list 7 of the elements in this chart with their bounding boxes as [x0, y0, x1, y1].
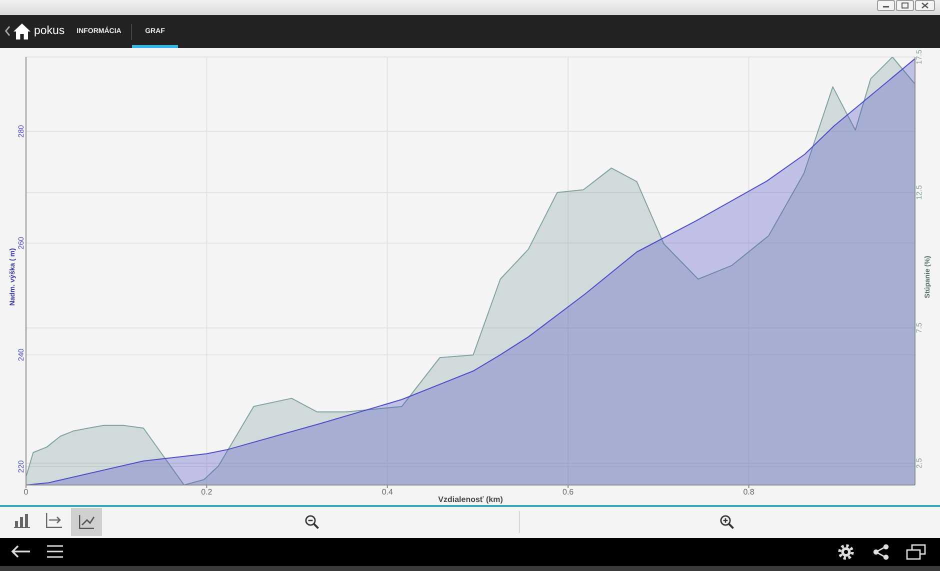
x-tick-label: 0.4: [382, 488, 394, 497]
x-tick-label: 0.8: [743, 488, 755, 497]
x-tick-label: 0: [24, 488, 29, 497]
x-tick-label: 0.2: [201, 488, 213, 497]
x-tick-label: 0.6: [562, 488, 574, 497]
x-axis-title: Vzdialenosť (km): [438, 494, 504, 504]
chart-title: pokus: [34, 24, 65, 39]
